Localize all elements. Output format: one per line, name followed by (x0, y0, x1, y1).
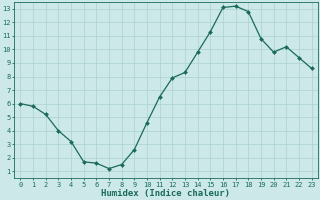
X-axis label: Humidex (Indice chaleur): Humidex (Indice chaleur) (101, 189, 230, 198)
